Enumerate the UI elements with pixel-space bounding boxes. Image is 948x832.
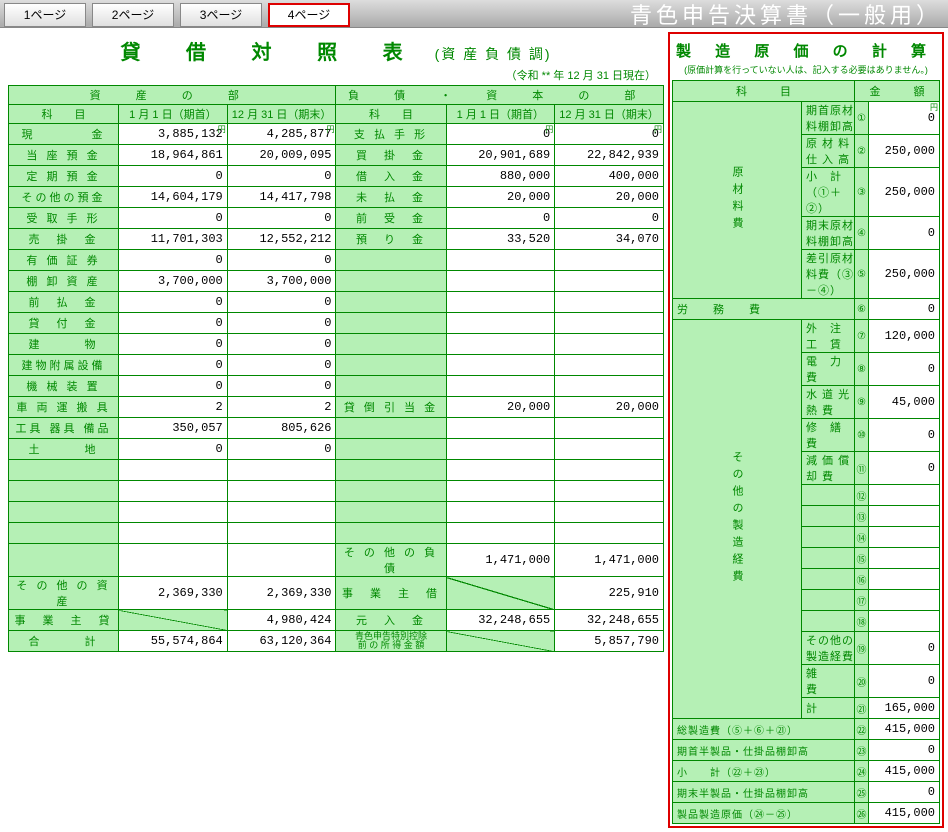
balance-sheet-table: 資 産 の 部 負 債 ・ 資 本 の 部 科 目1 月 1 日（期首）12 月…: [8, 85, 664, 652]
tab-3[interactable]: 3ページ: [180, 3, 262, 27]
tab-2[interactable]: 2ページ: [92, 3, 174, 27]
mfg-cost-table: 科 目金 額 原材料費期首原材料棚卸高①0原 材 料 仕 入 高②250,000…: [672, 80, 940, 824]
tab-bar: 1ページ 2ページ 3ページ 4ページ 青色申告決算書（一般用）: [0, 0, 948, 28]
mc-note: (原価計算を行っていない人は、記入する必要はありません。): [672, 63, 940, 76]
bs-title: 貸 借 対 照 表: [120, 36, 422, 65]
page-title: 青色申告決算書（一般用）: [630, 0, 948, 30]
bs-subtitle: (資 産 負 債 調): [435, 44, 552, 64]
bs-date: （令和 ** 年 12 月 31 日現在）: [8, 67, 664, 83]
tab-4[interactable]: 4ページ: [268, 3, 350, 27]
mc-title: 製 造 原 価 の 計 算: [672, 40, 940, 61]
tab-1[interactable]: 1ページ: [4, 3, 86, 27]
